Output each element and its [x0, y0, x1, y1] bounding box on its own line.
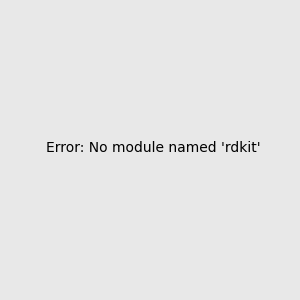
Text: Error: No module named 'rdkit': Error: No module named 'rdkit'	[46, 140, 261, 154]
